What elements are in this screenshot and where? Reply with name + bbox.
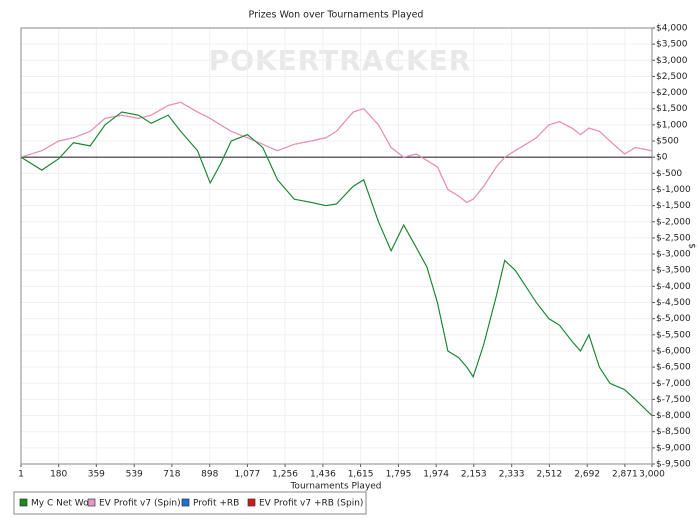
x-tick-label: 539 [126,470,143,480]
y-tick-label: $-9,000 [656,443,691,453]
legend-swatch [247,498,256,507]
y-tick-label: $-3,500 [656,266,691,276]
y-tick-label: $3,500 [656,40,688,50]
y-tick-label: $4,000 [656,24,688,34]
y-tick-label: $0 [656,153,668,163]
y-tick-label: $-6,000 [656,346,691,356]
x-tick-label: 2,333 [499,470,525,480]
legend-box [13,491,367,515]
y-tick-label: $1,500 [656,104,688,114]
x-tick-label: 718 [163,470,180,480]
y-tick-label: $-4,000 [656,282,691,292]
y-tick-label: $-6,500 [656,363,691,373]
x-tick-label: 1 [18,470,24,480]
y-tick-label: $3,000 [656,56,688,66]
x-axis-label: Tournaments Played [289,482,381,492]
legend-label: Profit +RB [193,499,239,509]
y-tick-label: $500 [656,137,679,147]
y-tick-label: $-500 [656,169,682,179]
y-tick-label: $1,000 [656,120,688,130]
y-tick-label: $2,500 [656,72,688,82]
x-tick-label: 898 [201,470,218,480]
x-tick-label: 3,000 [639,470,665,480]
y-tick-label: $-1,500 [656,201,691,211]
y-tick-label: $-8,500 [656,427,691,437]
y-tick-label: $2,000 [656,88,688,98]
y-tick-label: $-7,000 [656,379,691,389]
legend-item[interactable]: EV Profit v7 +RB (Spin) [247,498,363,509]
x-tick-label: 2,692 [574,470,600,480]
y-tick-label: $-1,000 [656,185,691,195]
x-tick-label: 2,871 [612,470,638,480]
legend-item[interactable]: Profit +RB [181,498,239,509]
legend-item[interactable]: My C Net Won [19,498,94,509]
x-tick-label: 359 [88,470,105,480]
y-tick-label: $-4,500 [656,298,691,308]
legend-label: My C Net Won [31,499,94,509]
y-tick-label: $-5,000 [656,314,691,324]
series-line [20,101,653,203]
legend-item[interactable]: EV Profit v7 (Spin) [87,498,181,509]
x-tick-label: 1,077 [235,470,261,480]
x-tick-label: 2,512 [536,470,562,480]
y-tick-label: $-7,500 [656,395,691,405]
y-tick-label: $-9,500 [656,460,691,470]
legend-swatch [87,498,96,507]
x-tick-label: 1,436 [310,470,336,480]
series-line [20,111,653,416]
x-tick-label: 1,974 [423,470,449,480]
x-tick-label: 1,795 [386,470,412,480]
y-tick-label: $-3,000 [656,250,691,260]
legend-label: EV Profit v7 +RB (Spin) [259,499,363,509]
y-tick-label: $-5,500 [656,330,691,340]
x-tick-label: 1,615 [348,470,374,480]
legend-swatch [19,498,28,507]
plot-frame [20,27,653,465]
y-tick-label: $-8,000 [656,411,691,421]
y-tick-label: $-2,000 [656,217,691,227]
legend-swatch [181,498,190,507]
x-tick-label: 180 [50,470,67,480]
x-tick-label: 1,256 [272,470,298,480]
chart-title: Prizes Won over Tournaments Played [249,10,424,21]
y-axis-label: $ [687,243,697,249]
y-tick-label: $-2,500 [656,233,691,243]
x-tick-label: 2,153 [461,470,487,480]
legend-label: EV Profit v7 (Spin) [99,499,181,509]
